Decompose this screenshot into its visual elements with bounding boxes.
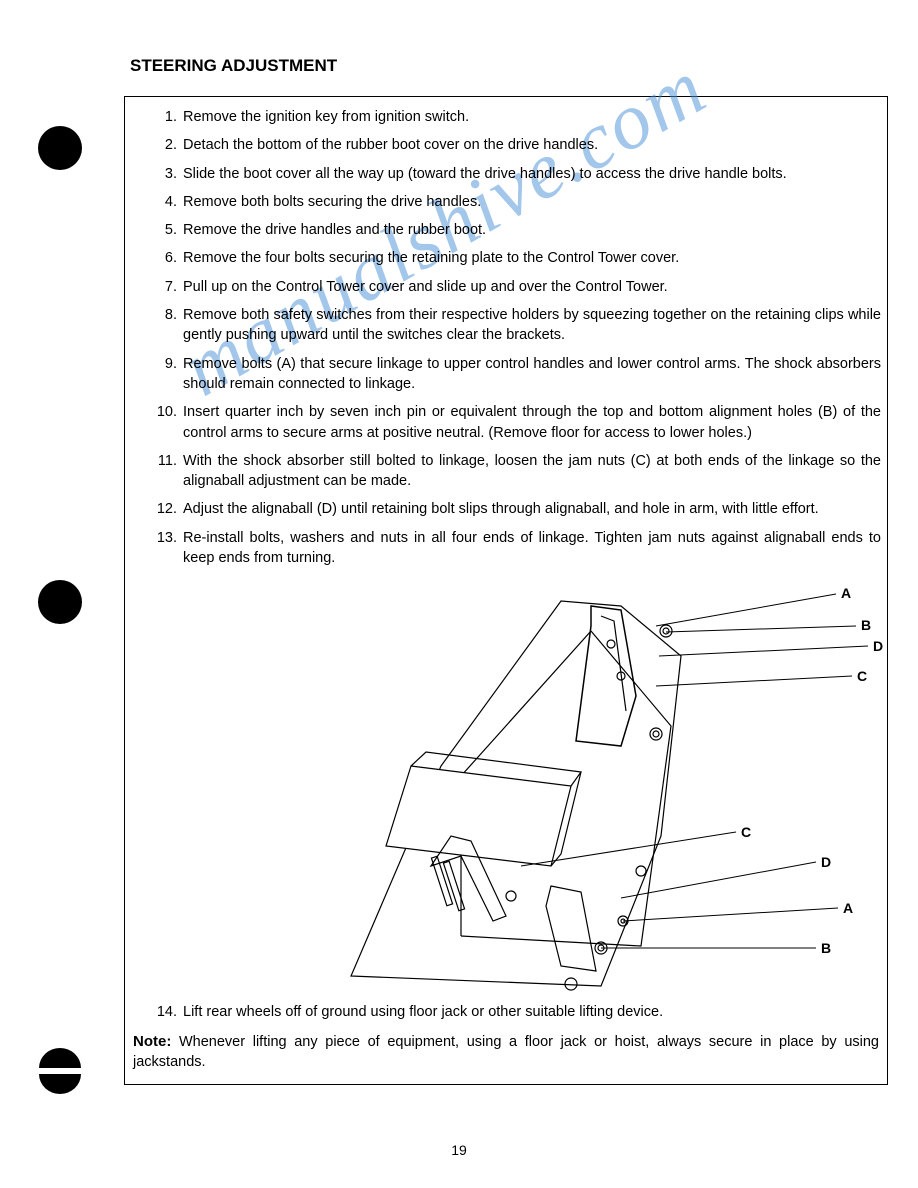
assembly-diagram: A B D C C D A B	[131, 576, 881, 996]
step-number: 13.	[155, 528, 177, 548]
step-item: 5. Remove the drive handles and the rubbe…	[155, 220, 881, 240]
step-number: 8.	[155, 305, 177, 325]
step-number: 11.	[155, 451, 177, 471]
note-text: Whenever lifting any piece of equipment,…	[133, 1034, 879, 1070]
step-text: Remove the ignition key from ignition sw…	[183, 109, 469, 125]
hole-punch-icon	[38, 126, 82, 170]
label-d-top: D	[873, 638, 883, 654]
step-item: 9. Remove bolts (A) that secure linkage t…	[155, 354, 881, 395]
step-item: 2. Detach the bottom of the rubber boot c…	[155, 135, 881, 155]
step-text: Adjust the alignaball (D) until retainin…	[183, 501, 819, 517]
step-number: 1.	[155, 107, 177, 127]
step-text: With the shock absorber still bolted to …	[183, 453, 881, 489]
label-b-top: B	[861, 617, 871, 633]
step-number: 14.	[155, 1002, 177, 1022]
step-text: Lift rear wheels off of ground using flo…	[183, 1004, 663, 1020]
step-item: 6. Remove the four bolts securing the ret…	[155, 248, 881, 268]
step-item: 4. Remove both bolts securing the drive h…	[155, 192, 881, 212]
step-item: 1. Remove the ignition key from ignition …	[155, 107, 881, 127]
page-number: 19	[0, 1142, 918, 1158]
step-item: 3. Slide the boot cover all the way up (t…	[155, 164, 881, 184]
instructions-box: 1. Remove the ignition key from ignition …	[124, 96, 888, 1085]
step-text: Remove bolts (A) that secure linkage to …	[183, 356, 881, 392]
label-b-bottom: B	[821, 940, 831, 956]
steps-list-2: 14. Lift rear wheels off of ground using …	[131, 1002, 881, 1022]
label-a-top: A	[841, 585, 851, 601]
step-number: 5.	[155, 220, 177, 240]
steps-list: 1. Remove the ignition key from ignition …	[131, 107, 881, 568]
hole-punch-icon	[39, 1074, 81, 1094]
step-number: 4.	[155, 192, 177, 212]
step-number: 7.	[155, 277, 177, 297]
step-text: Slide the boot cover all the way up (tow…	[183, 166, 787, 182]
step-text: Remove both bolts securing the drive han…	[183, 194, 481, 210]
note-label: Note:	[133, 1033, 171, 1050]
step-item: 10. Insert quarter inch by seven inch pin…	[155, 402, 881, 443]
step-text: Remove the drive handles and the rubber …	[183, 222, 486, 238]
step-number: 2.	[155, 135, 177, 155]
diagram-svg: A B D C C D A B	[261, 576, 901, 996]
step-text: Re-install bolts, washers and nuts in al…	[183, 530, 881, 566]
step-number: 9.	[155, 354, 177, 374]
page-content: STEERING ADJUSTMENT 1. Remove the ignitio…	[0, 0, 918, 1085]
label-c-top: C	[857, 668, 867, 684]
step-number: 3.	[155, 164, 177, 184]
section-title: STEERING ADJUSTMENT	[130, 56, 888, 76]
step-item: 13. Re-install bolts, washers and nuts in…	[155, 528, 881, 569]
step-text: Pull up on the Control Tower cover and s…	[183, 279, 668, 295]
step-item: 7. Pull up on the Control Tower cover and…	[155, 277, 881, 297]
step-number: 12.	[155, 499, 177, 519]
step-text: Remove the four bolts securing the retai…	[183, 250, 679, 266]
step-text: Remove both safety switches from their r…	[183, 307, 881, 343]
step-item: 14. Lift rear wheels off of ground using …	[155, 1002, 881, 1022]
hole-punch-icon	[38, 580, 82, 624]
step-text: Detach the bottom of the rubber boot cov…	[183, 137, 598, 153]
step-text: Insert quarter inch by seven inch pin or…	[183, 404, 881, 440]
step-number: 6.	[155, 248, 177, 268]
label-c-bottom: C	[741, 824, 751, 840]
note-block: Note: Whenever lifting any piece of equi…	[131, 1031, 881, 1073]
label-d-bottom: D	[821, 854, 831, 870]
step-item: 11. With the shock absorber still bolted …	[155, 451, 881, 492]
step-item: 8. Remove both safety switches from their…	[155, 305, 881, 346]
step-number: 10.	[155, 402, 177, 422]
step-item: 12. Adjust the alignaball (D) until retai…	[155, 499, 881, 519]
label-a-bottom: A	[843, 900, 853, 916]
